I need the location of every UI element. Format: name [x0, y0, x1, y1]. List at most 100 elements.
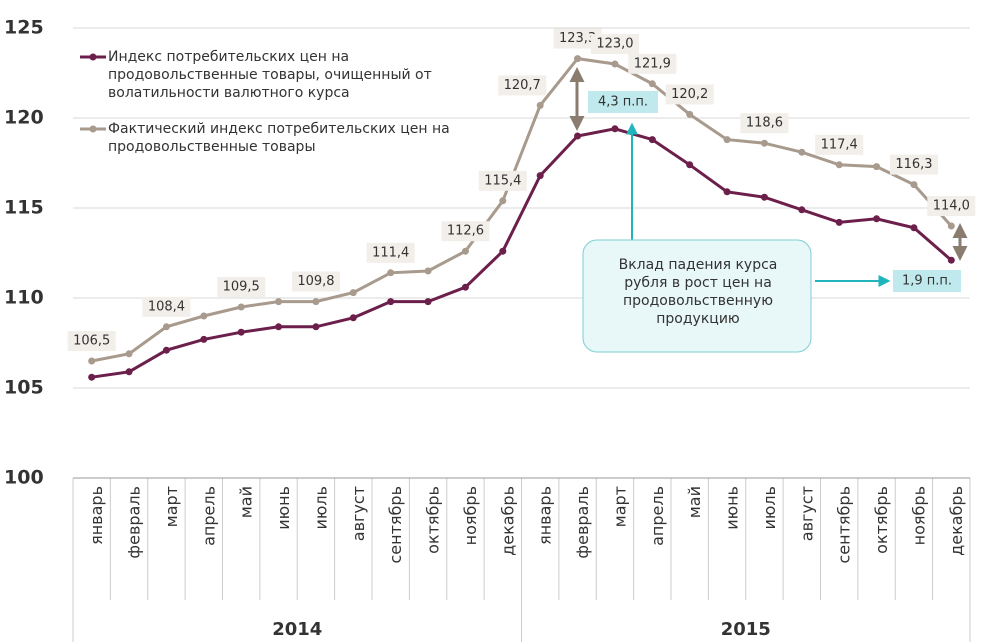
annotation-text: Вклад падения курса рубля в рост цен на …	[618, 257, 778, 327]
point	[648, 80, 656, 88]
value-label: 121,9	[634, 56, 671, 71]
point	[200, 312, 208, 320]
value-label: 109,5	[223, 280, 260, 295]
point	[461, 283, 469, 291]
point	[387, 298, 395, 306]
point	[312, 298, 320, 306]
x-tick-label: апрель	[199, 486, 218, 546]
value-label: 120,2	[671, 87, 708, 102]
point	[873, 215, 881, 223]
value-label-bg	[366, 242, 415, 263]
point	[424, 298, 432, 306]
point	[910, 181, 918, 189]
point	[162, 346, 170, 354]
value-label: 117,4	[821, 137, 858, 152]
value-label-bg	[142, 296, 191, 317]
value-label: 114,0	[933, 199, 970, 214]
x-tick-label: март	[610, 486, 629, 527]
point	[88, 357, 96, 365]
series-line	[91, 56, 953, 363]
point	[275, 323, 283, 331]
value-label-bg	[740, 113, 789, 134]
annotation: 1,9 п.п.	[902, 274, 952, 289]
point	[835, 218, 843, 226]
value-label: 108,4	[148, 299, 185, 314]
point	[835, 161, 843, 169]
point	[349, 289, 357, 297]
x-tick-label: февраль	[573, 486, 592, 559]
annotation-bg	[588, 91, 658, 113]
legend-label: Индекс потребительских цен на продовольс…	[108, 49, 432, 101]
value-label-bg	[815, 134, 864, 155]
legend-label: Фактический индекс потребительских цен н…	[108, 121, 450, 155]
y-tick-label: 105	[4, 377, 44, 399]
x-tick-label: апрель	[648, 486, 667, 546]
value-label-bg	[441, 221, 490, 242]
y-tick-label: 110	[4, 287, 44, 309]
value-label: 106,5	[73, 334, 110, 349]
x-tick-label: июнь	[723, 486, 742, 530]
value-label: 123,0	[596, 37, 633, 52]
value-label-bg	[498, 75, 547, 96]
x-tick-label: январь	[536, 486, 555, 545]
value-label: 112,6	[447, 224, 484, 239]
x-tick-label: декабрь	[947, 486, 966, 556]
point	[536, 172, 544, 180]
point	[200, 335, 208, 343]
point	[798, 148, 806, 156]
x-tick-label: октябрь	[872, 486, 891, 554]
point	[686, 161, 694, 169]
point	[312, 323, 320, 331]
x-tick-label: октябрь	[424, 486, 443, 554]
point	[648, 136, 656, 144]
point	[162, 323, 170, 331]
x-tick-label: июль	[760, 486, 779, 530]
value-label: 116,3	[895, 157, 932, 172]
value-label-bg	[665, 84, 714, 105]
value-label: 115,4	[484, 173, 521, 188]
value-label-bg	[478, 170, 527, 191]
point	[723, 188, 731, 196]
x-tick-label: август	[349, 486, 368, 541]
point	[237, 328, 245, 336]
x-tick-label: июль	[311, 486, 330, 530]
point	[873, 163, 881, 171]
value-label: 123,3	[559, 31, 596, 46]
point	[611, 60, 619, 68]
x-tick-label: ноябрь	[461, 486, 480, 545]
value-label-bg	[67, 331, 116, 351]
year-label: 2014	[272, 619, 322, 640]
series-line	[91, 127, 953, 379]
point	[947, 256, 955, 264]
point	[237, 303, 245, 311]
value-label-bg	[927, 196, 976, 216]
y-tick-label: 125	[4, 17, 44, 39]
value-label: 118,6	[746, 116, 783, 131]
point	[349, 314, 357, 322]
value-label-bg	[291, 271, 340, 292]
x-tick-label: ноябрь	[909, 486, 928, 545]
point	[125, 368, 133, 376]
value-label: 120,7	[504, 78, 541, 93]
point	[760, 193, 768, 201]
x-tick-label: май	[237, 486, 256, 518]
value-label-bg	[217, 277, 266, 297]
x-tick-label: сентябрь	[835, 486, 854, 564]
x-tick-label: сентябрь	[386, 486, 405, 564]
x-tick-label: май	[685, 486, 704, 518]
x-tick-label: декабрь	[498, 486, 517, 556]
point	[461, 247, 469, 255]
value-label: 111,4	[372, 245, 409, 260]
y-tick-label: 115	[4, 197, 44, 219]
value-label: 109,8	[297, 274, 334, 289]
point	[387, 269, 395, 277]
annotation-box	[582, 239, 812, 353]
value-label-bg	[889, 154, 938, 175]
point	[760, 139, 768, 147]
point	[910, 224, 918, 232]
point	[947, 222, 955, 230]
value-label-bg	[553, 28, 602, 49]
point	[686, 110, 694, 118]
